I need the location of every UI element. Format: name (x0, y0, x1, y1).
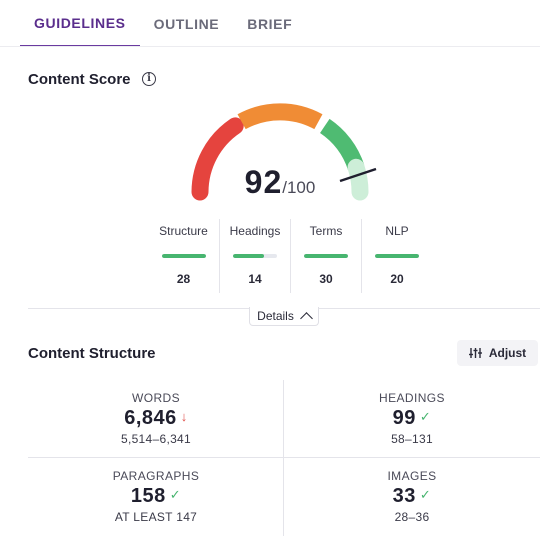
stat-value: 99 ✓ (284, 407, 540, 430)
metric-terms: Terms 30 (290, 219, 361, 293)
checkmark-icon: ✓ (169, 487, 182, 502)
metric-value: 28 (176, 272, 191, 286)
stat-range: AT LEAST 147 (114, 510, 198, 524)
sliders-icon (468, 348, 482, 358)
score-breakdown: Structure 28 Headings 14 Terms 30 NLP 20 (148, 219, 432, 293)
metric-fill (161, 254, 206, 258)
metric-value: 20 (390, 272, 404, 286)
metric-fill (375, 254, 419, 258)
score-value: 92 (244, 164, 283, 200)
chevron-up-icon (299, 311, 313, 325)
gauge-segment-remaining (347, 158, 369, 201)
details-label: Details (257, 309, 294, 323)
grid-divider-horizontal (28, 457, 540, 458)
content-score-title: Content Score (28, 71, 131, 88)
stat-number: 99 (392, 407, 416, 429)
metric-fill (304, 254, 348, 258)
metric-bar (375, 254, 419, 258)
content-structure-title: Content Structure (28, 345, 156, 362)
metric-label: NLP (385, 224, 409, 238)
details-toggle-button[interactable]: Details (249, 307, 319, 326)
gauge-segment-orange (237, 103, 323, 130)
stat-words: WORDS 6,846 ↓ 5,514–6,341 (28, 380, 284, 458)
structure-stats-grid: WORDS 6,846 ↓ 5,514–6,341 HEADINGS 99 ✓ 58… (28, 380, 540, 536)
tab-guidelines[interactable]: GUIDELINES (20, 0, 140, 47)
stat-number: 33 (392, 485, 416, 507)
stat-value: 6,846 ↓ (28, 407, 284, 430)
adjust-label: Adjust (488, 346, 527, 360)
metric-bar (233, 254, 277, 258)
gauge-needle (339, 167, 377, 183)
stat-value: 158 ✓ (28, 485, 284, 508)
tab-divider (0, 46, 540, 47)
arrow-down-icon: ↓ (180, 409, 188, 424)
stat-headings: HEADINGS 99 ✓ 58–131 (284, 380, 540, 458)
stat-images: IMAGES 33 ✓ 28–36 (284, 458, 540, 536)
score-gauge (191, 103, 377, 201)
stat-value: 33 ✓ (284, 485, 540, 508)
metric-structure: Structure 28 (148, 219, 219, 293)
metric-label: Terms (309, 224, 343, 238)
score-max: /100 (282, 178, 316, 197)
grid-divider-vertical (283, 380, 284, 536)
metric-nlp: NLP 20 (361, 219, 432, 293)
tab-bar: GUIDELINES OUTLINE BRIEF (20, 0, 306, 47)
metric-bar (304, 254, 348, 258)
metric-value: 14 (248, 272, 262, 286)
tab-brief[interactable]: BRIEF (247, 15, 293, 32)
metric-value: 30 (319, 272, 333, 286)
gauge-segment-red (191, 117, 244, 201)
tab-outline[interactable]: OUTLINE (153, 15, 220, 32)
metric-fill (233, 254, 264, 258)
checkmark-icon: ✓ (419, 487, 432, 502)
score-readout: 92/100 (200, 164, 360, 201)
stat-number: 158 (130, 485, 166, 507)
stat-label: WORDS (132, 391, 180, 405)
stat-range: 5,514–6,341 (120, 432, 192, 446)
metric-label: Headings (229, 224, 281, 238)
adjust-button[interactable]: Adjust (457, 340, 538, 366)
stat-range: 58–131 (391, 432, 433, 446)
stat-paragraphs: PARAGRAPHS 158 ✓ AT LEAST 147 (28, 458, 284, 536)
metric-headings: Headings 14 (219, 219, 290, 293)
stat-label: PARAGRAPHS (112, 469, 200, 483)
stat-label: IMAGES (387, 469, 437, 483)
stat-label: HEADINGS (379, 391, 445, 405)
info-circle-icon[interactable]: i (142, 72, 156, 86)
metric-label: Structure (159, 224, 208, 238)
metric-bar (161, 254, 206, 258)
checkmark-icon: ✓ (419, 409, 432, 424)
stat-number: 6,846 (124, 407, 177, 429)
stat-range: 28–36 (394, 510, 430, 524)
